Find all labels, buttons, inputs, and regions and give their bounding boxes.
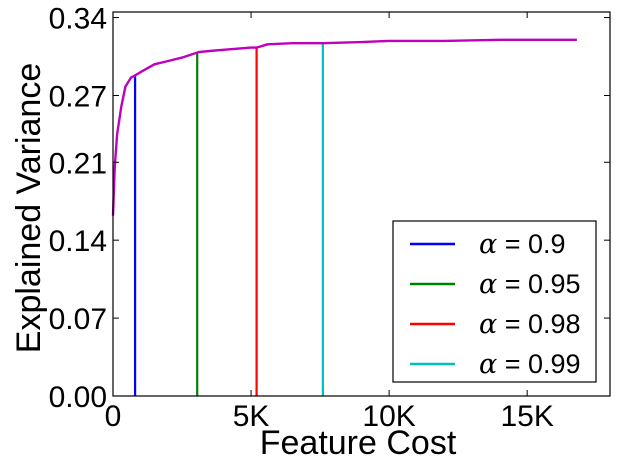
legend: α = 0.9α = 0.95α = 0.98α = 0.99: [392, 220, 597, 383]
legend-alpha-value: = 0.95: [497, 269, 580, 299]
y-axis-title: Explained Variance: [10, 63, 48, 353]
legend-alpha-value: = 0.99: [497, 349, 580, 379]
x-tick-label: 5K: [233, 400, 270, 433]
legend-alpha-symbol: α: [479, 309, 497, 340]
series-line-explained-variance: [111, 38, 577, 216]
y-tick-label: 0.00: [49, 381, 107, 414]
y-tick-label: 0.07: [49, 303, 107, 336]
legend-alpha-symbol: α: [479, 269, 497, 300]
y-tick-label: 0.21: [49, 147, 107, 180]
plot-area: [111, 38, 577, 396]
legend-label-3: α = 0.98: [479, 309, 581, 340]
legend-alpha-symbol: α: [479, 349, 497, 380]
legend-alpha-value: = 0.98: [497, 309, 580, 339]
x-tick-label: 0: [105, 400, 122, 433]
plot-frame: [112, 11, 611, 397]
legend-alpha-value: = 0.9: [497, 229, 565, 259]
legend-label-2: α = 0.95: [479, 269, 581, 300]
legend-alpha-symbol: α: [479, 229, 497, 260]
legend-label-4: α = 0.99: [479, 349, 581, 380]
x-axis-title: Feature Cost: [260, 424, 457, 462]
x-tick-label: 10K: [362, 400, 415, 433]
legend-box: [392, 220, 597, 383]
y-tick-label: 0.34: [49, 3, 107, 36]
y-tick-label: 0.27: [49, 80, 107, 113]
legend-label-1: α = 0.9: [479, 229, 566, 260]
axis-ticks: 0 5K 10K 15K 0.00 0.07 0.14 0.21 0.27 0.34: [49, 3, 610, 433]
y-tick-label: 0.14: [49, 225, 107, 258]
x-tick-label: 15K: [500, 400, 553, 433]
